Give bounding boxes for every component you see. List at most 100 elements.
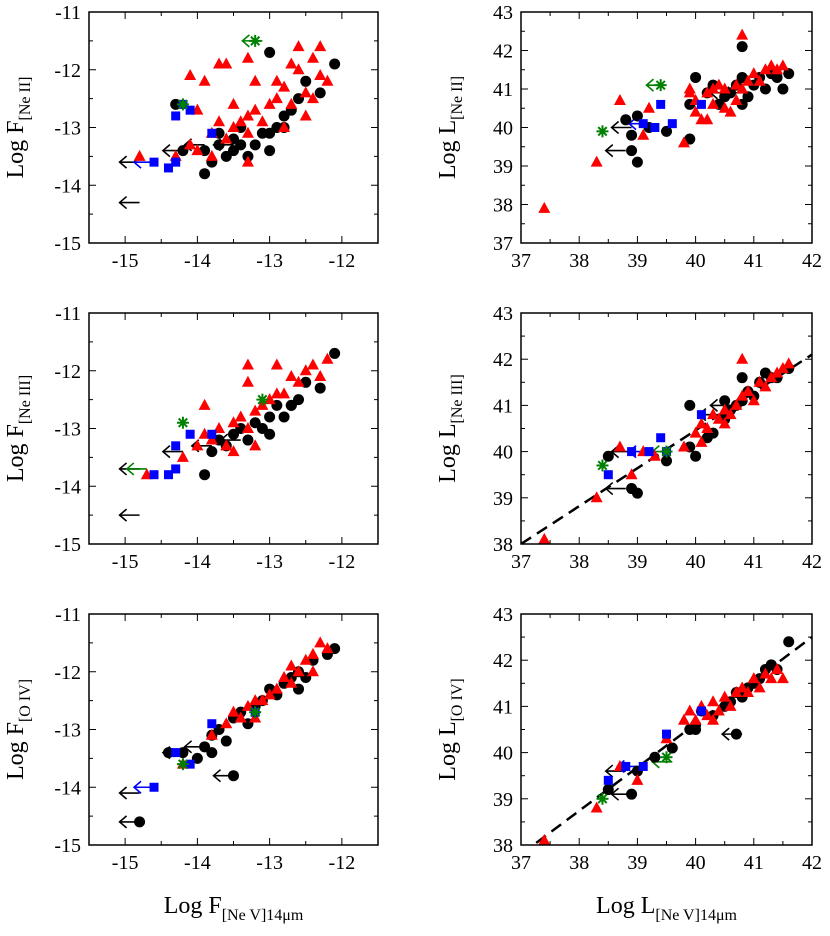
point-square-54 — [662, 729, 671, 739]
point-square-55 — [171, 464, 181, 474]
point-circle-25 — [314, 87, 326, 99]
point-square-53 — [185, 759, 195, 769]
point-triangle-43 — [701, 113, 714, 125]
point-circle-25 — [730, 728, 742, 740]
y-tick-label: 40 — [493, 743, 513, 765]
point-square-56 — [627, 447, 637, 457]
point-triangle-40 — [270, 682, 283, 694]
point-triangle-38 — [712, 704, 725, 716]
plot-frame — [520, 613, 813, 846]
plot-area — [531, 636, 812, 845]
point-square-67 — [696, 99, 706, 109]
point-triangle-31 — [625, 468, 638, 480]
star-stroke — [177, 759, 188, 770]
point-triangle-40 — [689, 105, 702, 117]
y-tick-label: 40 — [493, 442, 513, 464]
star-stroke — [250, 707, 261, 718]
point-triangle-34 — [249, 404, 262, 416]
point-triangle-45 — [263, 97, 276, 109]
x-tick-label: 40 — [686, 852, 706, 874]
point-square-51 — [603, 775, 613, 785]
point-triangle-44 — [741, 385, 754, 397]
point-triangle-71 — [292, 40, 305, 52]
point-circle-29 — [777, 83, 789, 95]
point-circle-8 — [649, 751, 661, 763]
point-triangle-54 — [718, 417, 731, 429]
point-circle-18 — [264, 145, 276, 157]
point-circle-30 — [235, 139, 247, 151]
y-axis-label: Log L[O IV] — [435, 678, 466, 780]
point-square-52 — [149, 470, 159, 480]
x-tick-label: 38 — [569, 250, 589, 272]
point-triangle-47 — [278, 80, 291, 92]
point-triangle-27 — [538, 833, 551, 845]
point-triangle-67 — [205, 149, 218, 161]
point-star-80 — [249, 34, 262, 47]
point-triangle-49 — [285, 676, 298, 688]
point-circle-12 — [242, 434, 254, 446]
star-stroke — [661, 752, 672, 763]
point-circle-11 — [684, 399, 696, 411]
point-square-78 — [207, 128, 217, 138]
point-star-59 — [256, 393, 269, 406]
arrow-head — [604, 143, 614, 158]
point-triangle-45 — [712, 78, 725, 90]
y-axis-label-sub: [Ne III] — [449, 374, 466, 423]
y-tick-label: 42 — [493, 349, 513, 371]
point-circle-23 — [264, 428, 276, 440]
point-circle-12 — [690, 450, 702, 462]
x-axis-label-main: Log L — [596, 893, 655, 919]
arrow-head — [241, 34, 250, 48]
point-triangle-42 — [285, 659, 298, 671]
point-triangle-32 — [234, 410, 247, 422]
point-square-51 — [149, 782, 159, 792]
y-tick-label: 38 — [493, 195, 513, 217]
y-tick-label: -13 — [54, 118, 81, 140]
point-square-52 — [171, 748, 181, 758]
star-stroke — [655, 80, 666, 91]
plot-area — [521, 352, 812, 544]
point-triangle-44 — [747, 672, 760, 684]
point-square-55 — [696, 706, 706, 716]
point-circle-24 — [285, 399, 297, 411]
point-circle-6 — [199, 469, 211, 481]
y-axis-label-sub: [O IV] — [17, 679, 34, 722]
y-tick-label: 38 — [493, 835, 513, 857]
point-triangle-28 — [590, 801, 603, 813]
arrow-head — [610, 787, 620, 801]
star-stroke — [257, 394, 268, 405]
upper-limit-arrow-0 — [118, 195, 140, 210]
point-triangle-39 — [263, 688, 276, 700]
upper-limit-arrow-5 — [125, 462, 147, 476]
x-tick-label: 42 — [802, 852, 822, 874]
point-circle-29 — [206, 747, 218, 759]
point-triangle-49 — [227, 445, 240, 457]
point-triangle-68 — [133, 149, 146, 161]
point-triangle-36 — [701, 709, 714, 721]
arrow-head — [118, 195, 128, 210]
point-triangle-52 — [314, 69, 327, 81]
point-circle-9 — [631, 110, 643, 122]
point-triangle-30 — [631, 773, 644, 785]
point-triangle-57 — [776, 59, 789, 71]
point-square-60 — [696, 410, 706, 420]
point-triangle-53 — [753, 74, 766, 86]
y-tick-label: -11 — [55, 604, 81, 626]
upper-limit-arrow-0 — [118, 508, 140, 522]
point-square-56 — [185, 429, 195, 439]
point-star-68 — [596, 125, 609, 138]
point-triangle-37 — [213, 115, 226, 127]
x-tick-label: 39 — [627, 852, 647, 874]
point-triangle-64 — [299, 109, 312, 121]
point-triangle-58 — [736, 28, 749, 40]
point-triangle-37 — [707, 695, 720, 707]
y-tick-label: -15 — [54, 835, 81, 857]
x-tick-label: 40 — [686, 551, 706, 573]
point-triangle-50 — [306, 665, 319, 677]
point-triangle-48 — [198, 398, 211, 410]
point-square-53 — [163, 470, 173, 480]
point-circle-26 — [329, 58, 341, 70]
point-triangle-52 — [747, 67, 760, 79]
